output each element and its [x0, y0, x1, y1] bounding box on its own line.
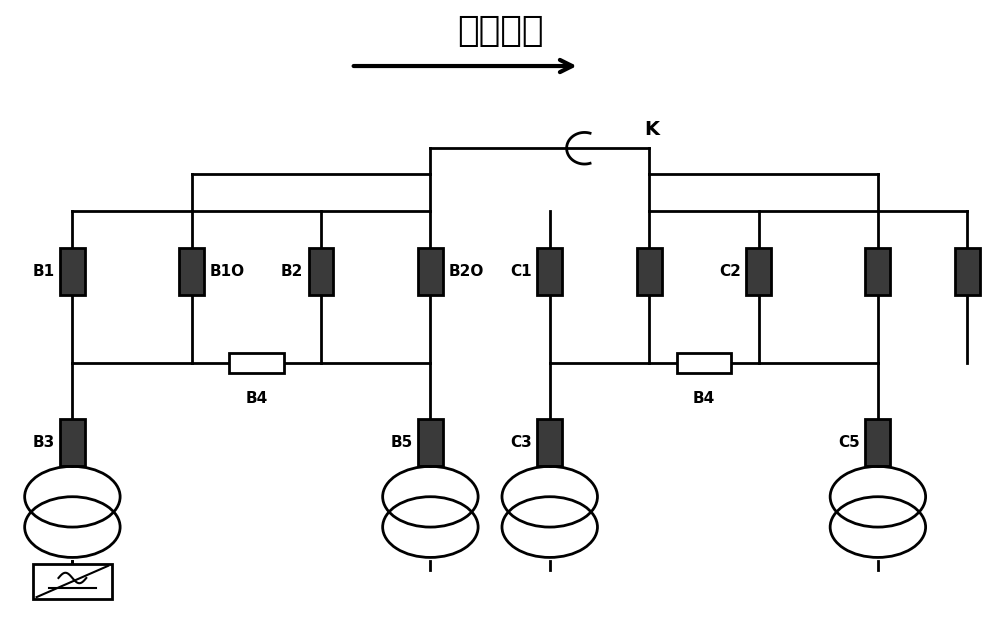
Bar [537, 419, 562, 466]
Bar [637, 248, 662, 295]
Text: C2: C2 [719, 264, 741, 279]
Bar [537, 248, 562, 295]
Text: 电流方向: 电流方向 [457, 14, 543, 48]
Text: B3: B3 [32, 435, 54, 450]
Text: B5: B5 [390, 435, 412, 450]
Bar [418, 248, 443, 295]
Text: B1O: B1O [210, 264, 245, 279]
Bar [865, 248, 890, 295]
Text: B1: B1 [32, 264, 54, 279]
Bar [677, 353, 731, 373]
Bar [60, 248, 85, 295]
Bar [229, 353, 284, 373]
Bar [179, 248, 204, 295]
Bar [955, 248, 980, 295]
Text: K: K [644, 120, 659, 139]
Text: B2: B2 [281, 264, 303, 279]
Bar [865, 419, 890, 466]
Text: C5: C5 [838, 435, 860, 450]
Bar [309, 248, 333, 295]
Text: C3: C3 [510, 435, 532, 450]
Text: B4: B4 [245, 390, 267, 406]
Text: B4: B4 [693, 390, 715, 406]
Bar [33, 564, 112, 599]
Bar [746, 248, 771, 295]
Text: B2O: B2O [448, 264, 484, 279]
Text: C1: C1 [510, 264, 532, 279]
Bar [60, 419, 85, 466]
Bar [418, 419, 443, 466]
